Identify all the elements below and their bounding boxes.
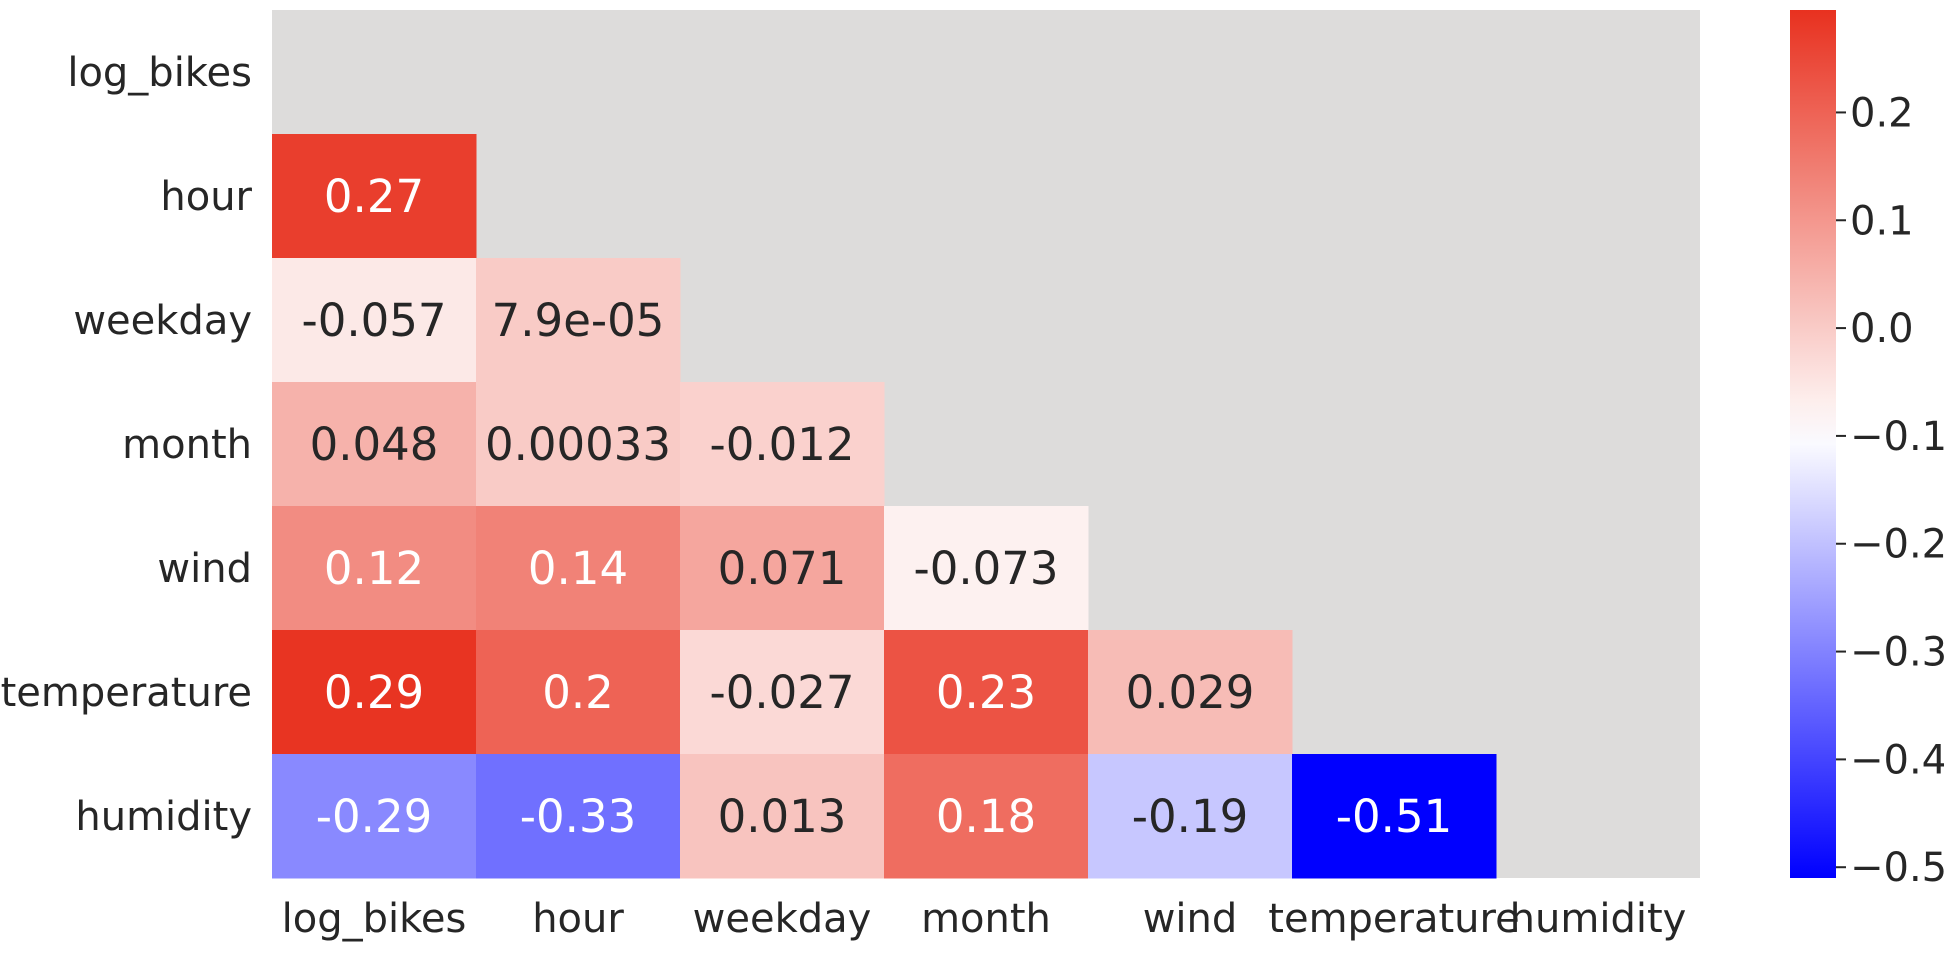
heatmap-cell-month-log_bikes (272, 382, 477, 507)
cell-value-label: 0.14 (528, 542, 628, 595)
cell-value-label: -0.027 (709, 666, 854, 719)
colorbar-tick-label: 0.1 (1850, 198, 1914, 244)
cell-value-label: -0.057 (301, 294, 446, 347)
y-tick-label-log_bikes: log_bikes (67, 50, 252, 96)
x-tick-label-wind: wind (1143, 896, 1238, 942)
cell-value-label: 0.071 (718, 542, 847, 595)
cell-value-label: 0.00033 (485, 418, 671, 471)
heatmap-cell-hour-log_bikes (272, 134, 477, 259)
cell-value-label: -0.33 (520, 790, 636, 843)
cell-value-label: 0.029 (1126, 666, 1255, 719)
heatmap-cell-weekday-hour (476, 258, 681, 383)
cell-value-label: 0.2 (542, 666, 614, 719)
cell-value-label: 0.048 (310, 418, 439, 471)
heatmap-cell-wind-month (884, 506, 1089, 631)
heatmap-cell-wind-log_bikes (272, 506, 477, 631)
heatmap-cells: 0.27 -0.057 7.9e-05 0.048 0.00033 -0.012 0.12 0… (272, 134, 1497, 879)
cell-value-label: 0.27 (324, 170, 424, 223)
colorbar-tick-label: 0.2 (1850, 90, 1914, 136)
heatmap-cell-humidity-month (884, 754, 1089, 879)
x-tick-label-log_bikes: log_bikes (282, 896, 467, 942)
heatmap-cell-temperature-month (884, 630, 1089, 755)
x-tick-labels: log_bikes hour weekday month wind temperature… (282, 896, 1687, 942)
heatmap-cell-wind-weekday (680, 506, 885, 631)
heatmap-cell-humidity-hour (476, 754, 681, 879)
heatmap-cell-temperature-wind (1088, 630, 1293, 755)
x-tick-label-temperature: temperature (1268, 896, 1519, 942)
colorbar-tick-label: 0.0 (1850, 306, 1914, 352)
x-tick-label-month: month (921, 896, 1051, 942)
heatmap-cell-temperature-weekday (680, 630, 885, 755)
y-tick-label-temperature: temperature (1, 670, 252, 716)
colorbar: −0.5 −0.4 −0.3 −0.2 −0.1 0.0 0.1 0.2 (1790, 10, 1944, 891)
heatmap-cell-wind-hour (476, 506, 681, 631)
x-tick-label-weekday: weekday (693, 896, 872, 942)
heatmap-cell-humidity-wind (1088, 754, 1293, 879)
colorbar-tick-label: −0.5 (1850, 845, 1944, 891)
colorbar-tick-label: −0.4 (1850, 737, 1944, 783)
cell-value-label: 0.23 (936, 666, 1036, 719)
cell-value-label: 0.29 (324, 666, 424, 719)
heatmap-cell-humidity-temperature (1292, 754, 1497, 879)
cell-value-label: -0.012 (709, 418, 854, 471)
colorbar-tick-label: −0.2 (1850, 522, 1944, 568)
y-tick-label-month: month (122, 422, 252, 468)
colorbar-tick-label: −0.1 (1850, 414, 1944, 460)
cell-value-label: -0.51 (1336, 790, 1452, 843)
colorbar-tick-label: −0.3 (1850, 630, 1944, 676)
heatmap-cell-month-hour (476, 382, 681, 507)
cell-value-label: -0.073 (913, 542, 1058, 595)
cell-value-label: 0.013 (718, 790, 847, 843)
y-tick-label-hour: hour (160, 174, 252, 220)
cell-value-label: 0.18 (936, 790, 1036, 843)
heatmap-cell-humidity-log_bikes (272, 754, 477, 879)
cell-value-label: 7.9e-05 (492, 294, 665, 347)
heatmap-cell-humidity-weekday (680, 754, 885, 879)
x-tick-label-humidity: humidity (1510, 896, 1687, 942)
cell-value-label: -0.19 (1132, 790, 1248, 843)
y-tick-label-weekday: weekday (73, 298, 252, 344)
colorbar-gradient (1790, 10, 1836, 878)
heatmap-cell-month-weekday (680, 382, 885, 507)
x-tick-label-hour: hour (532, 896, 624, 942)
cell-value-label: 0.12 (324, 542, 424, 595)
y-tick-label-humidity: humidity (75, 794, 252, 840)
cell-value-label: -0.29 (316, 790, 432, 843)
heatmap-cell-temperature-log_bikes (272, 630, 477, 755)
heatmap-cell-temperature-hour (476, 630, 681, 755)
y-tick-label-wind: wind (157, 546, 252, 592)
heatmap-cell-weekday-log_bikes (272, 258, 477, 383)
